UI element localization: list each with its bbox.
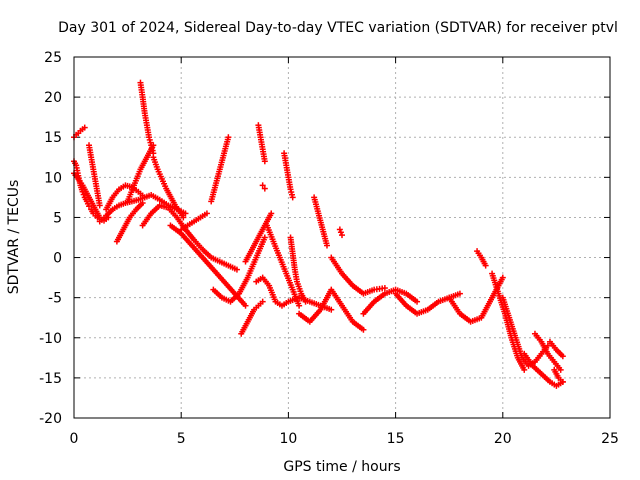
- grid: [74, 57, 610, 418]
- y-tick-label: 15: [44, 130, 62, 146]
- data-point: [289, 194, 296, 201]
- y-tick-label: 25: [44, 50, 62, 66]
- y-tick-label: -15: [39, 371, 62, 387]
- data-point: [360, 326, 367, 333]
- data-point: [296, 302, 303, 309]
- y-tick-label: 0: [53, 251, 62, 267]
- data-point: [268, 210, 275, 217]
- data-point: [456, 290, 463, 297]
- data-point: [337, 229, 344, 236]
- chart-title: Day 301 of 2024, Sidereal Day-to-day VTE…: [58, 20, 618, 36]
- y-tick-label: -10: [39, 331, 62, 347]
- x-tick-label: 10: [279, 431, 297, 447]
- data-point: [139, 200, 146, 207]
- y-tick-label: 5: [53, 210, 62, 226]
- y-axis-label: SDTVAR / TECUs: [6, 180, 22, 295]
- data-point: [80, 191, 87, 198]
- x-tick-label: 0: [70, 431, 79, 447]
- data-point: [141, 194, 148, 201]
- data-point: [182, 210, 189, 217]
- data-point: [261, 234, 268, 241]
- data-point: [261, 185, 268, 192]
- data-point: [559, 378, 566, 385]
- data-point: [482, 262, 489, 269]
- data-points: [71, 79, 566, 389]
- data-point: [86, 203, 93, 210]
- x-tick-label: 25: [601, 431, 619, 447]
- x-tick-label: 5: [177, 431, 186, 447]
- data-point: [203, 210, 210, 217]
- data-point: [336, 226, 343, 233]
- data-point: [414, 298, 421, 305]
- y-tick-label: 20: [44, 90, 62, 106]
- y-tick-label: -5: [48, 291, 62, 307]
- y-tick-label: 10: [44, 170, 62, 186]
- data-point: [242, 302, 249, 309]
- data-point: [499, 274, 506, 281]
- data-point: [259, 182, 266, 189]
- data-point: [323, 242, 330, 249]
- data-point: [559, 353, 566, 360]
- y-tick-label: -20: [39, 411, 62, 427]
- data-point: [96, 202, 103, 209]
- data-point: [521, 366, 528, 373]
- x-tick-label: 15: [387, 431, 405, 447]
- data-point: [302, 298, 309, 305]
- data-point: [261, 158, 268, 165]
- x-tick-label: 20: [494, 431, 512, 447]
- data-point: [328, 306, 335, 313]
- data-point: [233, 266, 240, 273]
- data-point: [180, 214, 187, 221]
- data-point: [150, 142, 157, 149]
- data-point: [81, 124, 88, 131]
- x-axis-label: GPS time / hours: [283, 459, 400, 475]
- data-point: [225, 134, 232, 141]
- plot-frame: [73, 56, 611, 419]
- data-point: [381, 285, 388, 292]
- data-point: [557, 366, 564, 373]
- data-point: [339, 232, 345, 239]
- axis-ticks: 0 5 10 15 20 25 -20 -15 -10 -5 0 5 10 15 20 25: [39, 50, 619, 447]
- data-point: [259, 298, 266, 305]
